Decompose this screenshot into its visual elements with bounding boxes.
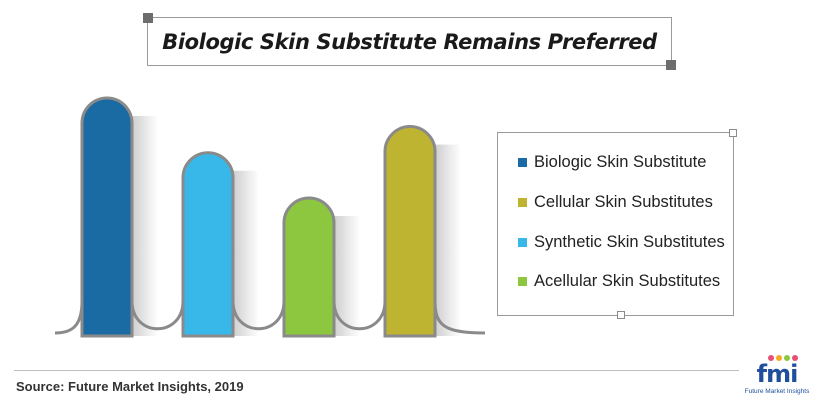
bar (383, 125, 437, 338)
legend: Biologic Skin Substitute Cellular Skin S… (497, 129, 737, 319)
legend-item: Synthetic Skin Substitutes (518, 233, 725, 252)
logo-dot (776, 355, 782, 361)
source-divider (14, 370, 739, 371)
chart-title: Biologic Skin Substitute Remains Preferr… (162, 29, 657, 54)
bar (181, 151, 235, 338)
chart-title-box: Biologic Skin Substitute Remains Preferr… (143, 13, 676, 70)
bar (80, 96, 134, 338)
legend-label: Biologic Skin Substitute (534, 153, 707, 171)
baseline-curve (54, 300, 486, 335)
logo-mark: fmi (756, 360, 799, 388)
legend-label: Cellular Skin Substitutes (534, 193, 713, 211)
legend-label: Acellular Skin Substitutes (534, 272, 721, 290)
legend-swatch (518, 158, 527, 167)
fmi-logo: fmi Future Market Insights (742, 352, 812, 398)
logo-dot (792, 355, 798, 361)
legend-corner-marker (729, 129, 737, 137)
title-corner-marker (143, 13, 153, 23)
legend-corner-marker (617, 311, 625, 319)
legend-swatch (518, 198, 527, 207)
title-corner-marker (666, 60, 676, 70)
logo-dot (784, 355, 790, 361)
source-note: Source: Future Market Insights, 2019 (16, 379, 244, 394)
legend-item: Cellular Skin Substitutes (518, 193, 713, 212)
bar (282, 196, 336, 338)
legend-swatch (518, 277, 527, 286)
legend-swatch (518, 238, 527, 247)
logo-tagline: Future Market Insights (744, 388, 810, 395)
logo-dot (768, 355, 774, 361)
legend-item: Acellular Skin Substitutes (518, 272, 720, 291)
legend-label: Synthetic Skin Substitutes (534, 233, 725, 251)
legend-item: Biologic Skin Substitute (518, 153, 706, 172)
